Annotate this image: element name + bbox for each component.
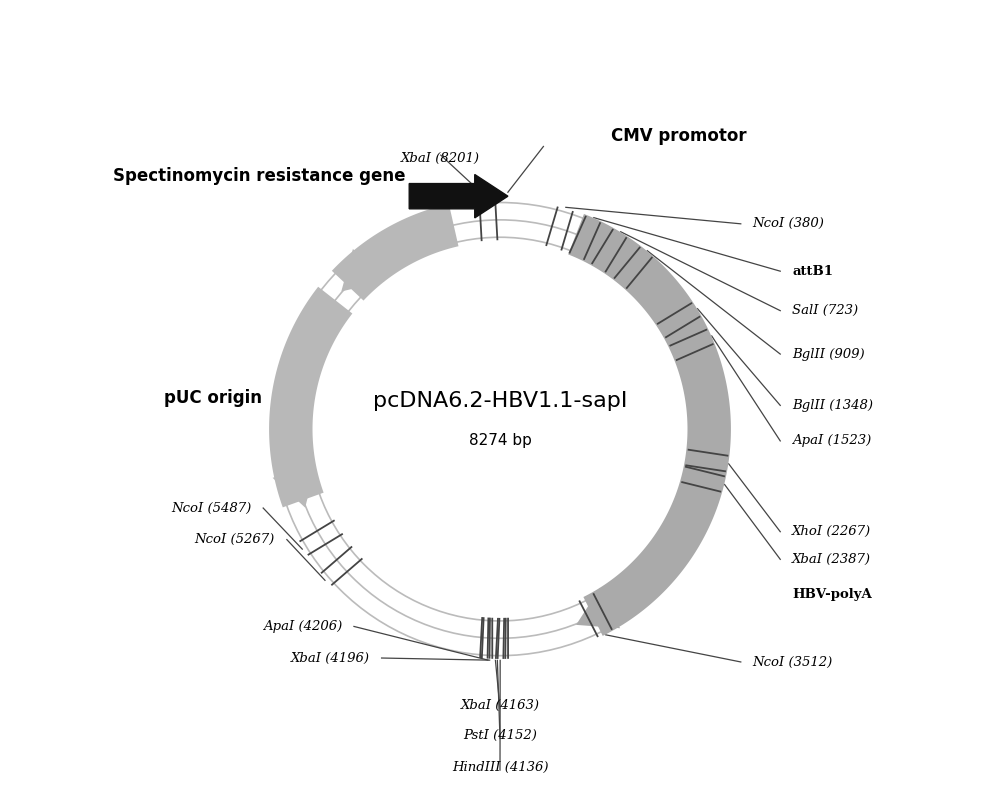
Text: XbaI (8201): XbaI (8201) (401, 152, 480, 165)
FancyArrow shape (409, 174, 508, 218)
Text: HindIII (4136): HindIII (4136) (452, 761, 548, 774)
Text: pUC origin: pUC origin (164, 389, 262, 406)
Text: BglII (909): BglII (909) (792, 347, 865, 361)
Text: NcoI (5267): NcoI (5267) (195, 533, 275, 546)
Text: SalI (723): SalI (723) (792, 304, 858, 317)
Polygon shape (576, 588, 620, 628)
Polygon shape (269, 287, 352, 507)
Text: NcoI (3512): NcoI (3512) (753, 655, 833, 669)
Polygon shape (568, 214, 731, 636)
Text: XbaI (4163): XbaI (4163) (460, 699, 540, 712)
Polygon shape (332, 204, 458, 301)
Text: XbaI (4196): XbaI (4196) (291, 652, 370, 665)
Text: BglII (1348): BglII (1348) (792, 399, 873, 412)
Text: PstI (4152): PstI (4152) (463, 729, 537, 742)
Polygon shape (273, 465, 316, 507)
Text: 8274 bp: 8274 bp (469, 433, 531, 448)
Text: XhoI (2267): XhoI (2267) (792, 525, 871, 538)
Text: Spectinomycin resistance gene: Spectinomycin resistance gene (113, 168, 406, 185)
Text: ApaI (1523): ApaI (1523) (792, 434, 871, 448)
Text: NcoI (5487): NcoI (5487) (171, 502, 251, 514)
Polygon shape (341, 249, 384, 292)
Text: CMV promotor: CMV promotor (611, 127, 746, 145)
Text: ApaI (4206): ApaI (4206) (263, 620, 342, 633)
Text: XbaI (2387): XbaI (2387) (792, 553, 871, 566)
Text: NcoI (380): NcoI (380) (753, 217, 824, 231)
Text: HBV-polyA: HBV-polyA (792, 588, 872, 601)
Text: pcDNA6.2-HBV1.1-sapI: pcDNA6.2-HBV1.1-sapI (373, 391, 627, 412)
Text: attB1: attB1 (792, 265, 833, 277)
